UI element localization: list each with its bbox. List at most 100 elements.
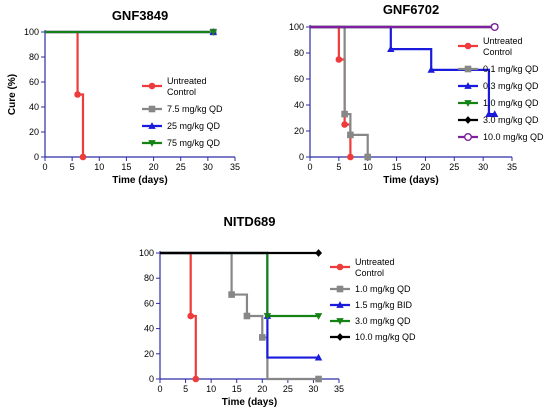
legend-swatch-marker xyxy=(464,116,472,124)
y-tick-label: 80 xyxy=(29,52,39,62)
x-tick-label: 20 xyxy=(420,162,430,172)
y-axis-label: Cure (%) xyxy=(7,74,18,115)
legend-swatch-marker xyxy=(336,301,344,308)
legend-swatch-marker xyxy=(148,82,156,90)
legend-swatch-marker xyxy=(336,263,344,271)
x-tick-label: 15 xyxy=(392,162,402,172)
y-tick-label: 100 xyxy=(289,22,304,32)
x-tick-label: 30 xyxy=(308,384,318,394)
legend-label: Control xyxy=(355,268,384,278)
y-tick-label: 40 xyxy=(144,324,154,334)
x-tick-label: 5 xyxy=(336,162,341,172)
data-point xyxy=(347,153,354,161)
legend-label: Control xyxy=(483,47,512,57)
y-tick-label: 60 xyxy=(294,74,304,84)
legend-label: Control xyxy=(167,87,196,97)
y-tick-label: 20 xyxy=(29,127,39,137)
data-point xyxy=(263,313,272,320)
y-tick-label: 20 xyxy=(144,349,154,359)
data-point xyxy=(74,91,81,98)
chart-title: NITD689 xyxy=(223,214,275,229)
legend-label: 3.0 mg/kg QD xyxy=(355,316,411,326)
x-tick-label: 0 xyxy=(42,162,47,172)
data-point xyxy=(347,131,354,139)
x-tick-label: 10 xyxy=(94,162,104,172)
data-point xyxy=(192,375,200,383)
data-point xyxy=(314,353,323,361)
x-tick-label: 30 xyxy=(203,162,213,172)
legend-label: 1.0 mg/kg QD xyxy=(483,98,539,108)
y-tick-label: 0 xyxy=(149,374,154,384)
series-line xyxy=(160,251,319,359)
x-tick-label: 10 xyxy=(206,384,216,394)
data-point xyxy=(315,375,322,383)
x-tick-label: 35 xyxy=(230,162,240,172)
y-tick-label: 0 xyxy=(34,152,39,162)
legend-label: 1.5 mg/kg BID xyxy=(355,300,413,310)
x-tick-label: 0 xyxy=(307,162,312,172)
legend-label: 7.5 mg/kg QD xyxy=(167,104,223,114)
legend-swatch-marker xyxy=(148,105,156,113)
data-point xyxy=(228,291,235,298)
x-tick-label: 25 xyxy=(449,162,459,172)
chart-0: GNF3849 0 5 10 15 20 25 30 35 0 20 40 60 80 100 Time (d… xyxy=(7,8,240,186)
x-tick-label: 25 xyxy=(283,384,293,394)
legend-swatch-marker xyxy=(148,140,156,147)
series-line xyxy=(310,25,495,116)
x-tick-label: 15 xyxy=(232,384,242,394)
legend-swatch-marker xyxy=(148,122,156,129)
y-tick-label: 40 xyxy=(29,102,39,112)
data-point xyxy=(341,110,348,118)
x-axis-label: Time (days) xyxy=(222,397,277,408)
legend-label: 10.0 mg/kg QD xyxy=(483,132,544,142)
chart-2: NITD689 0 5 10 15 20 25 30 35 0 20 40 60 80 100 Time (d… xyxy=(139,214,416,408)
legend-swatch-marker xyxy=(336,318,344,325)
data-point xyxy=(209,29,217,36)
x-tick-label: 30 xyxy=(478,162,488,172)
x-axis-label: Time (days) xyxy=(383,175,438,186)
data-point xyxy=(243,312,251,320)
x-tick-label: 35 xyxy=(507,162,517,172)
legend-swatch-marker xyxy=(464,65,472,73)
series-line xyxy=(160,251,319,318)
y-tick-label: 60 xyxy=(29,77,39,87)
y-tick-label: 100 xyxy=(24,27,39,37)
y-tick-label: 0 xyxy=(299,152,304,162)
legend-swatch-marker xyxy=(464,42,472,50)
y-tick-label: 60 xyxy=(144,298,154,308)
y-tick-label: 80 xyxy=(144,273,154,283)
legend-swatch-marker xyxy=(336,333,344,341)
legend-label: 25 mg/kg QD xyxy=(167,121,221,131)
x-tick-label: 25 xyxy=(176,162,186,172)
x-tick-label: 20 xyxy=(149,162,159,172)
y-tick-label: 40 xyxy=(294,100,304,110)
data-point xyxy=(79,153,87,161)
chart-title: GNF6702 xyxy=(383,2,439,17)
data-point xyxy=(258,334,266,341)
legend-swatch-marker xyxy=(464,82,472,89)
data-point xyxy=(341,121,348,128)
x-tick-label: 5 xyxy=(183,384,188,394)
data-point xyxy=(490,110,499,117)
legend-swatch-marker xyxy=(336,285,344,293)
legend-label: 0.3 mg/kg QD xyxy=(483,81,539,91)
x-tick-label: 5 xyxy=(70,162,75,172)
x-axis-label: Time (days) xyxy=(112,175,167,186)
legend-label: 1.0 mg/kg QD xyxy=(355,284,411,294)
chart-1: GNF6702 0 5 10 15 20 25 30 35 0 20 40 60 80 100 Time (d… xyxy=(289,2,544,186)
legend-label: Untreated xyxy=(355,257,395,267)
legend-label: Untreated xyxy=(483,36,523,46)
legend-label: 3.0 mg/kg QD xyxy=(483,115,539,125)
chart-title: GNF3849 xyxy=(112,8,168,23)
data-point xyxy=(364,153,372,161)
data-point xyxy=(314,313,323,320)
data-point xyxy=(187,312,194,320)
x-tick-label: 35 xyxy=(334,384,344,394)
data-point xyxy=(485,110,493,117)
data-point xyxy=(490,23,499,32)
x-tick-label: 15 xyxy=(121,162,131,172)
y-tick-label: 20 xyxy=(294,126,304,136)
x-tick-label: 20 xyxy=(257,384,267,394)
legend-swatch-marker xyxy=(464,100,472,107)
data-point xyxy=(315,249,323,257)
